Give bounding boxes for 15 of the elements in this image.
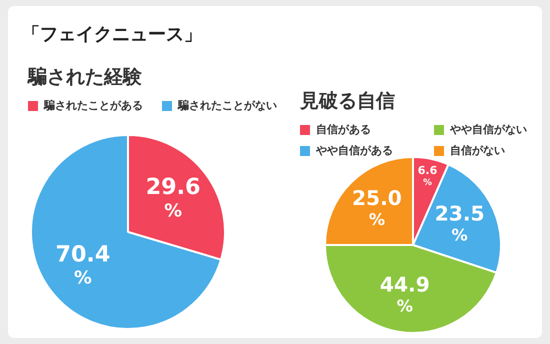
data-label: 25.0% xyxy=(352,186,402,230)
legend-label: 自信がない xyxy=(450,143,505,158)
data-label: 23.5% xyxy=(434,201,485,245)
legend-label: 騙されたことがない xyxy=(178,98,277,113)
legend-label: 自信がある xyxy=(316,122,371,137)
data-label: 6.6% xyxy=(418,164,438,188)
text: 「フェイクニュース」 xyxy=(22,23,202,46)
legend-label: 騙されたことがある xyxy=(44,98,143,113)
legend-label: やや自信がある xyxy=(316,143,393,158)
chart-title: 見破る自信 xyxy=(300,89,396,114)
data-label: 70.4% xyxy=(55,241,110,289)
data-label: 44.9% xyxy=(380,272,430,316)
chart-title: 騙された経験 xyxy=(28,65,143,90)
legend-label: やや自信がない xyxy=(450,122,527,137)
data-label: 29.6% xyxy=(146,174,201,222)
